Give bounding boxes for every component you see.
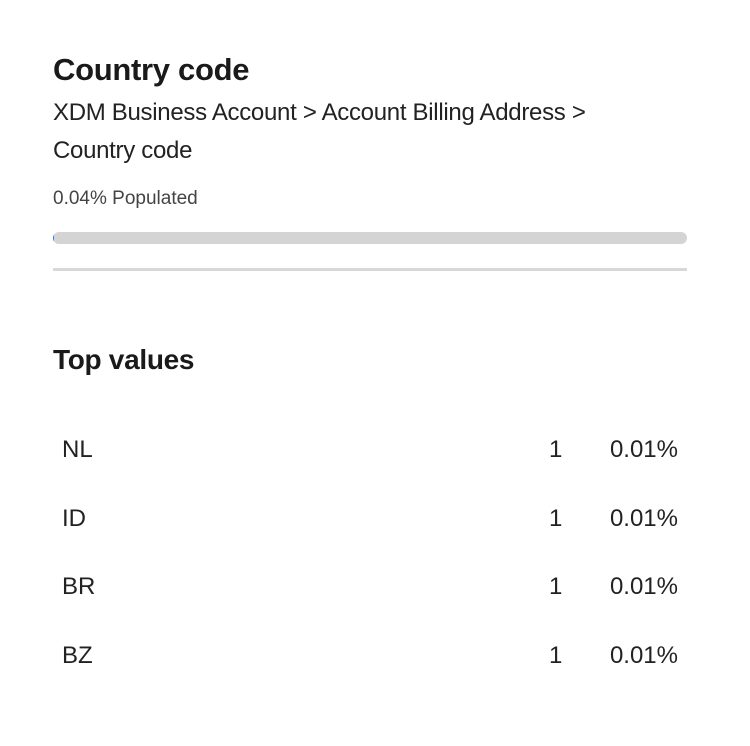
value-percent: 0.01% bbox=[609, 505, 678, 532]
populated-progress-bar bbox=[53, 232, 687, 244]
table-row: BR 1 0.01% bbox=[0, 567, 750, 607]
top-values-heading: Top values bbox=[53, 344, 195, 375]
value-count: 1 bbox=[549, 573, 563, 600]
populated-label: 0.04% Populated bbox=[53, 188, 198, 209]
table-row: BZ 1 0.01% bbox=[0, 636, 750, 676]
value-name: ID bbox=[62, 505, 86, 532]
value-count: 1 bbox=[549, 505, 563, 532]
value-percent: 0.01% bbox=[609, 573, 678, 600]
breadcrumb: XDM Business Account > Account Billing A… bbox=[53, 99, 586, 164]
divider bbox=[53, 268, 687, 271]
table-row: NL 1 0.01% bbox=[0, 430, 750, 470]
value-percent: 0.01% bbox=[609, 642, 678, 669]
value-count: 1 bbox=[549, 436, 563, 463]
value-name: BR bbox=[62, 573, 96, 600]
table-row: ID 1 0.01% bbox=[0, 499, 750, 539]
value-count: 1 bbox=[549, 642, 563, 669]
value-percent: 0.01% bbox=[609, 436, 678, 463]
value-name: NL bbox=[62, 436, 93, 463]
value-name: BZ bbox=[62, 642, 93, 669]
page-title: Country code bbox=[53, 52, 250, 87]
